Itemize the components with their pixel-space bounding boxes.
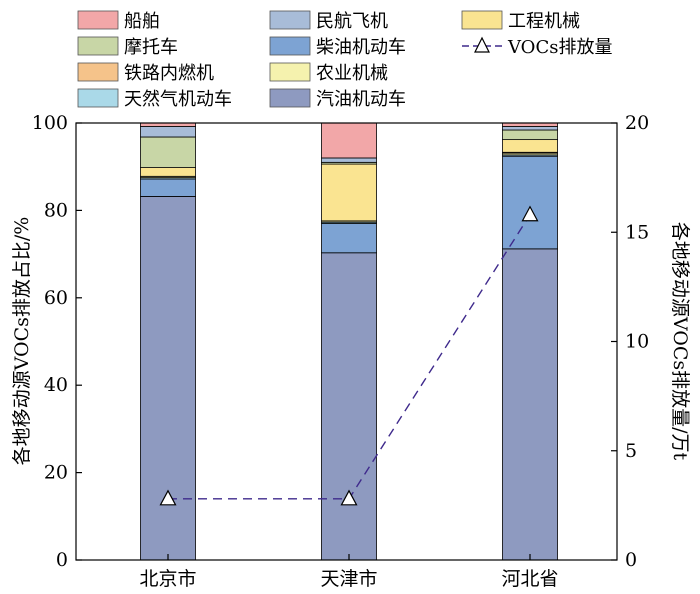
bar-segment-0-1 [140, 178, 196, 197]
legend-swatch-7 [269, 88, 311, 108]
bar-segment-2-6 [502, 129, 558, 141]
bar-segment-2-0 [502, 248, 558, 561]
legend-label-1: 摩托车 [124, 37, 178, 58]
legend-swatch-3 [77, 88, 119, 108]
emission-point-marker-2 [521, 205, 539, 222]
y2-axis-title: 各地移动源VOCs排放量/万t [669, 222, 691, 461]
legend-swatch-8 [461, 10, 503, 30]
bar-segment-2-7 [502, 126, 558, 131]
legend-label-6: 农业机械 [316, 63, 388, 84]
legend-label-8: 工程机械 [508, 11, 580, 32]
y-tick-label: 60 [44, 287, 68, 309]
legend-swatch-0 [77, 10, 119, 30]
legend-label-7: 汽油机动车 [316, 89, 406, 110]
bar-segment-2-5 [502, 139, 558, 153]
bar-segment-1-0 [321, 252, 377, 561]
bar-segment-1-1 [321, 223, 377, 254]
legend-swatch-5 [269, 36, 311, 56]
x-tick-label: 河北省 [501, 568, 558, 590]
legend-label-9: VOCs排放量 [507, 37, 612, 58]
y-tick-label: 100 [32, 112, 68, 134]
legend-label-3: 天然气机动车 [124, 89, 232, 110]
bar-segment-0-5 [140, 167, 196, 177]
y-tick-label: 40 [44, 374, 68, 396]
legend-swatch-6 [269, 62, 311, 82]
legend-swatch-1 [77, 36, 119, 56]
y2-tick-label: 15 [625, 221, 649, 243]
bar-segment-2-1 [502, 155, 558, 250]
emission-point-marker-1 [340, 489, 358, 506]
y2-tick-label: 20 [625, 112, 649, 134]
bar-segment-0-0 [140, 196, 196, 561]
emission-line [159, 205, 539, 506]
y-tick-label: 80 [44, 199, 68, 221]
x-tick-label: 天津市 [320, 568, 377, 590]
bar-segment-0-6 [140, 136, 196, 168]
legend-label-2: 铁路内燃机 [124, 63, 214, 84]
x-tick-label: 北京市 [139, 568, 196, 590]
y-tick-label: 0 [56, 549, 68, 571]
y-axis-title: 各地移动源VOCs排放占比/% [11, 217, 33, 466]
legend-swatch-4 [269, 10, 311, 30]
legend-swatch-2 [77, 62, 119, 82]
legend-label-4: 民航飞机 [316, 11, 388, 32]
bar-segment-1-7 [321, 157, 377, 163]
ticks: 0 20 40 60 80 100 0 5 10 15 20 北京市 天津市 河北省 [32, 112, 649, 590]
legend-label-0: 船舶 [124, 11, 160, 32]
legend-label-5: 柴油机动车 [316, 37, 406, 58]
bar-segment-1-5 [321, 163, 377, 222]
y2-tick-label: 0 [625, 549, 637, 571]
y2-tick-label: 5 [625, 440, 637, 462]
bars [140, 122, 558, 561]
legend-triangle-marker [474, 36, 490, 53]
y2-tick-label: 10 [625, 331, 649, 353]
y-tick-label: 20 [44, 462, 68, 484]
bar-segment-1-8 [321, 122, 377, 159]
emission-point-marker-0 [159, 489, 177, 506]
bar-segment-0-7 [140, 126, 196, 138]
